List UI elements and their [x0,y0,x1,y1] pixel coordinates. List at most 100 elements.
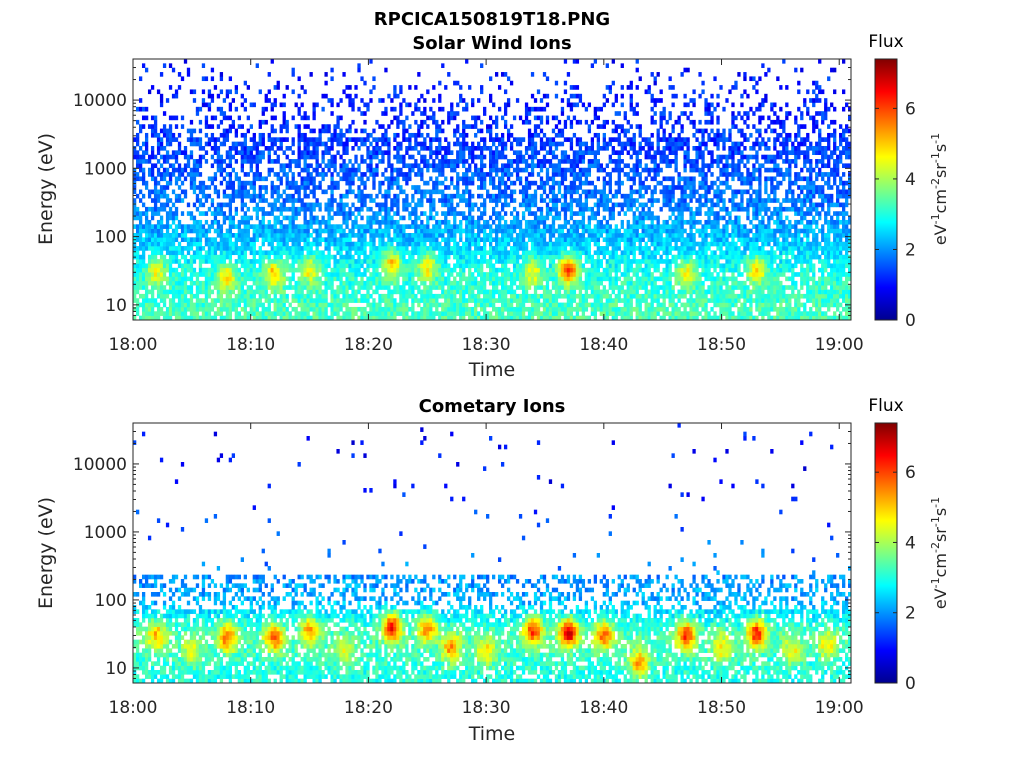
heatmap-cell [548,246,553,251]
heatmap-cell [396,259,400,264]
heatmap-cell [357,315,361,321]
heatmap-cell [333,254,337,260]
heatmap-cell [524,115,529,121]
heatmap-cell [189,141,194,147]
heatmap-cell [557,224,562,229]
heatmap-cell [192,180,197,186]
heatmap-cell [276,237,280,242]
heatmap-cell [198,306,203,312]
heatmap-cell [330,267,334,273]
heatmap-cell [435,146,439,151]
heatmap-cell [270,285,274,290]
heatmap-cell [282,172,286,177]
heatmap-cell [518,311,523,316]
heatmap-cell [468,306,472,312]
heatmap-cell [186,315,191,321]
heatmap-cell [530,315,535,321]
heatmap-cell [273,276,277,282]
heatmap-cell [542,263,547,269]
heatmap-cell [276,285,280,290]
heatmap-cell [330,132,334,138]
heatmap-cell [279,128,283,134]
heatmap-cell [539,285,544,290]
heatmap-cell [492,298,496,303]
heatmap-cell [321,141,325,147]
heatmap-cell [503,172,508,177]
heatmap-cell [548,185,553,190]
heatmap-cell [465,254,469,260]
heatmap-cell [336,315,340,321]
heatmap-cell [509,80,514,86]
heatmap-cell [297,163,301,169]
heatmap-cell [216,224,221,229]
heatmap-cell [551,137,556,142]
heatmap-cell [150,267,155,273]
heatmap-cell [360,315,364,321]
heatmap-cell [384,276,388,282]
heatmap-cell [503,106,508,112]
heatmap-cell [506,137,511,142]
heatmap-cell [147,302,152,308]
heatmap-cell [222,211,227,216]
heatmap-cell [399,237,403,242]
heatmap-cell [171,254,176,260]
heatmap-cell [252,241,256,247]
heatmap-cell [486,219,490,225]
heatmap-cell [159,98,164,103]
heatmap-cell [426,237,430,242]
heatmap-cell [174,259,179,264]
heatmap-cell [450,280,454,286]
heatmap-cell [327,233,331,238]
heatmap-cell [168,141,173,147]
heatmap-cell [342,132,346,138]
heatmap-cell [288,280,292,286]
heatmap-cell [503,272,508,277]
heatmap-cell [291,150,295,155]
heatmap-cell [147,306,152,312]
heatmap-cell [527,228,532,234]
heatmap-cell [303,137,307,142]
heatmap-cell [456,80,460,86]
heatmap-cell [261,211,265,216]
heatmap-cell [474,263,478,269]
heatmap-cell [231,215,236,221]
heatmap-cell [494,224,499,229]
heatmap-cell [144,132,149,138]
heatmap-cell [420,272,424,277]
heatmap-cell [168,254,173,260]
heatmap-cell [417,202,421,208]
heatmap-cell [497,106,502,112]
heatmap-cell [530,198,535,203]
heatmap-cell [438,128,442,134]
heatmap-cell [459,98,463,103]
heatmap-cell [557,263,562,269]
heatmap-cell [429,154,433,160]
heatmap-cell [339,202,343,208]
heatmap-cell [435,276,439,282]
heatmap-cell [318,285,322,290]
heatmap-cell [354,215,358,221]
heatmap-cell [243,311,247,316]
heatmap-cell [509,285,514,290]
heatmap-cell [186,72,191,77]
heatmap-cell [462,293,466,299]
heatmap-cell [515,306,520,312]
heatmap-cell [243,215,247,221]
heatmap-cell [309,163,313,169]
heatmap-cell [216,263,221,269]
heatmap-cell [306,267,310,273]
heatmap-cell [315,259,319,264]
heatmap-cell [282,315,286,321]
heatmap-cell [357,289,361,295]
heatmap-cell [213,272,218,277]
heatmap-cell [393,298,397,303]
heatmap-cell [450,180,454,186]
heatmap-cell [441,302,445,308]
heatmap-cell [243,298,247,303]
heatmap-cell [222,254,227,260]
heatmap-cell [225,89,230,95]
heatmap-cell [204,119,209,125]
heatmap-cell [213,115,218,121]
heatmap-cell [225,237,230,242]
heatmap-cell [321,167,325,173]
